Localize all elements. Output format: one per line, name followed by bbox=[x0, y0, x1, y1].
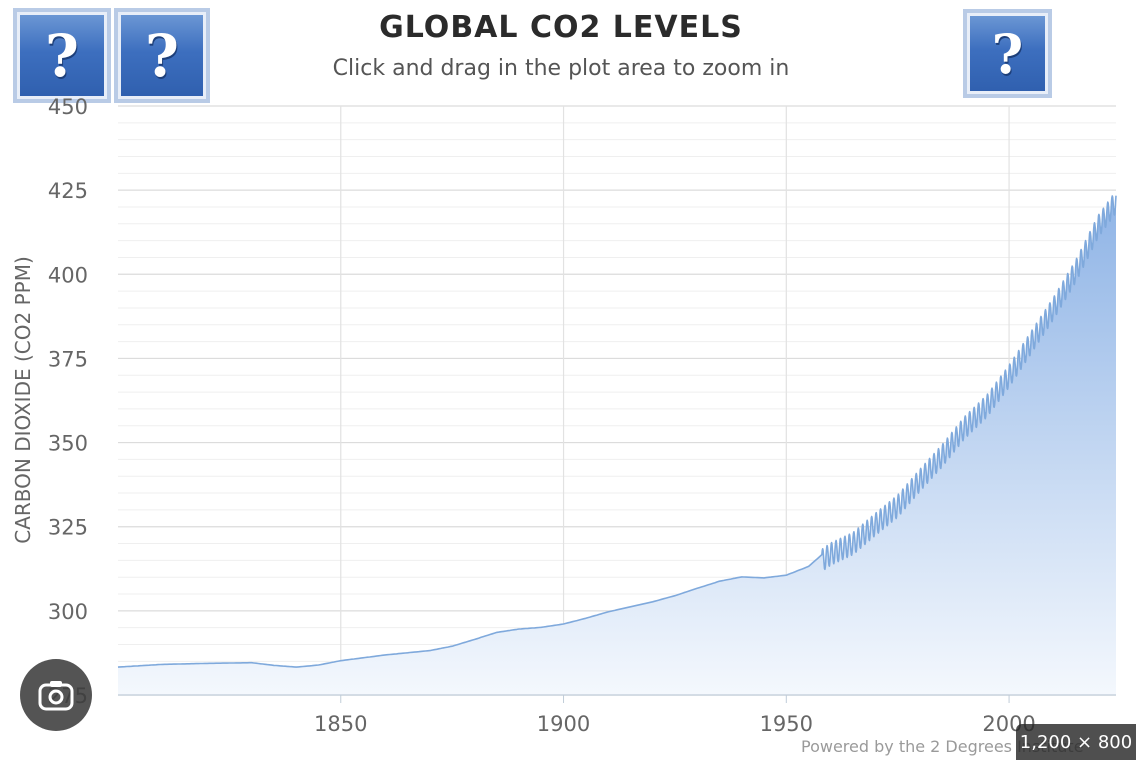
credits-link[interactable]: Powered by the 2 Degrees Institute bbox=[801, 737, 1084, 756]
help-icon: ? bbox=[45, 21, 79, 90]
chart-subtitle: Click and drag in the plot area to zoom … bbox=[332, 56, 790, 81]
help-icon: ? bbox=[145, 21, 179, 90]
co2-series-line bbox=[117, 195, 1117, 668]
lens-button[interactable] bbox=[20, 659, 92, 731]
help-button[interactable]: ? bbox=[963, 9, 1052, 98]
y-tick-label: 375 bbox=[48, 347, 88, 371]
x-tick-label: 1950 bbox=[760, 712, 813, 736]
x-tick-label: 1850 bbox=[314, 712, 367, 736]
camera-search-icon bbox=[38, 681, 74, 711]
y-tick-label: 300 bbox=[48, 600, 88, 624]
y-tick-label: 425 bbox=[48, 179, 88, 203]
co2-area-fill bbox=[118, 195, 1116, 695]
chart-title: GLOBAL CO2 LEVELS bbox=[379, 10, 743, 45]
y-tick-label: 325 bbox=[48, 516, 88, 540]
y-tick-label: 350 bbox=[48, 432, 88, 456]
y-axis-title: CARBON DIOXIDE (CO2 PPM) bbox=[11, 256, 35, 544]
y-tick-label: 450 bbox=[48, 95, 88, 119]
image-size-badge: 1,200 × 800 bbox=[1016, 724, 1136, 760]
y-tick-label: 400 bbox=[48, 263, 88, 287]
help-icon: ? bbox=[991, 21, 1024, 86]
x-tick-label: 1900 bbox=[537, 712, 590, 736]
help-button[interactable]: ? bbox=[114, 8, 210, 103]
help-button[interactable]: ? bbox=[13, 8, 111, 103]
